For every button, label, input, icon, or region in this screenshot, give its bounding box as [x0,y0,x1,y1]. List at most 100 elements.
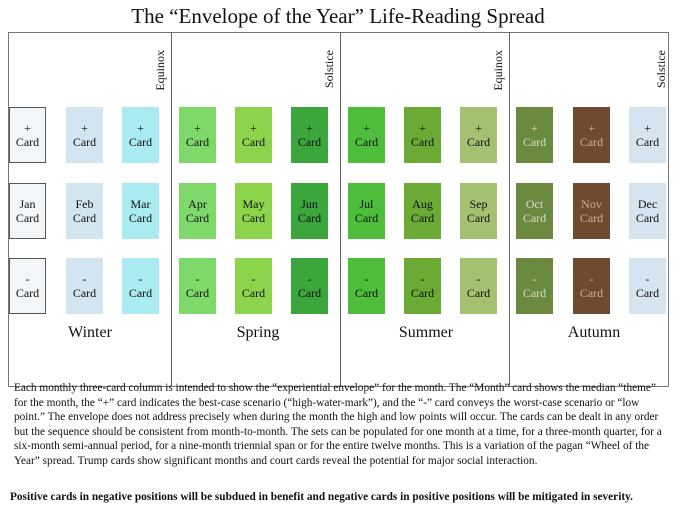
season-autumn: Autumn [567,324,621,341]
card-sep-month: Sep Card [460,183,497,239]
card-mar-month: Mar Card [122,183,159,239]
card-top-label: + [475,121,482,135]
card-top-label: + [531,121,538,135]
card-top-label: - [420,272,425,286]
card-jul-plus: + Card [348,107,385,163]
card-aug-plus: + Card [404,107,441,163]
card-word: Card [72,135,97,149]
card-top-label: Feb [75,197,94,211]
card-top-label: + [137,121,144,135]
card-word: Card [297,211,322,225]
equinox-label: Equinox [153,50,167,91]
season-divider [340,32,341,387]
card-sep-plus: + Card [460,107,497,163]
card-top-label: + [81,121,88,135]
card-oct-plus: + Card [516,107,553,163]
description-text: Each monthly three-card column is intend… [14,382,662,467]
season-divider [171,32,172,387]
card-oct-month: Oct Card [516,183,553,239]
season-summer: Summer [398,324,454,341]
card-top-label: Mar [130,197,151,211]
card-may-plus: + Card [235,107,272,163]
card-top-label: - [364,272,369,286]
card-word: Card [466,286,491,300]
card-mar-minus: - Card [122,258,159,314]
card-word: Card [185,286,210,300]
card-top-label: - [251,272,256,286]
card-top-label: Aug [412,197,433,211]
card-jan-minus: - Card [9,258,46,314]
card-top-label: - [589,272,594,286]
card-top-label: Apr [188,197,207,211]
card-oct-minus: - Card [516,258,553,314]
page-title: The “Envelope of the Year” Life-Reading … [131,4,545,28]
card-word: Card [579,211,604,225]
card-word: Card [72,286,97,300]
season-winter: Winter [68,324,112,341]
card-top-label: - [476,272,481,286]
card-word: Card [635,286,660,300]
card-top-label: - [645,272,650,286]
card-top-label: + [419,121,426,135]
card-word: Card [410,286,435,300]
card-jun-plus: + Card [291,107,328,163]
card-top-label: Dec [637,197,658,211]
solstice-label: Solstice [654,50,668,88]
card-dec-plus: + Card [629,107,666,163]
card-word: Card [579,135,604,149]
card-aug-month: Aug Card [404,183,441,239]
card-top-label: Nov [581,197,602,211]
card-jul-minus: - Card [348,258,385,314]
card-word: Card [15,211,40,225]
card-top-label: Jul [359,197,374,211]
card-mar-plus: + Card [122,107,159,163]
card-word: Card [297,286,322,300]
solstice-label: Solstice [322,50,336,88]
card-word: Card [579,286,604,300]
card-word: Card [410,135,435,149]
card-top-label: + [306,121,313,135]
card-nov-plus: + Card [573,107,610,163]
card-top-label: Oct [525,197,544,211]
card-aug-minus: - Card [404,258,441,314]
spread-frame [8,32,669,387]
card-feb-month: Feb Card [66,183,103,239]
card-sep-minus: - Card [460,258,497,314]
card-top-label: - [532,272,537,286]
card-word: Card [635,211,660,225]
card-may-month: May Card [235,183,272,239]
card-top-label: + [363,121,370,135]
card-word: Card [128,135,153,149]
card-top-label: + [194,121,201,135]
card-top-label: - [82,272,87,286]
card-word: Card [354,286,379,300]
card-top-label: Jun [301,197,318,211]
card-feb-plus: + Card [66,107,103,163]
card-apr-minus: - Card [179,258,216,314]
card-top-label: May [242,197,265,211]
card-top-label: Sep [469,197,488,211]
card-top-label: - [138,272,143,286]
card-word: Card [15,286,40,300]
equinox-label: Equinox [491,50,505,91]
note-text: Positive cards in negative positions wil… [10,491,633,503]
card-top-label: - [307,272,312,286]
card-word: Card [522,211,547,225]
card-apr-plus: + Card [179,107,216,163]
card-word: Card [354,211,379,225]
card-word: Card [354,135,379,149]
card-word: Card [410,211,435,225]
card-feb-minus: - Card [66,258,103,314]
card-top-label: + [250,121,257,135]
card-word: Card [128,211,153,225]
card-word: Card [522,135,547,149]
card-word: Card [185,211,210,225]
card-dec-minus: - Card [629,258,666,314]
card-word: Card [15,135,40,149]
card-word: Card [185,135,210,149]
card-jan-plus: + Card [9,107,46,163]
card-word: Card [522,286,547,300]
card-word: Card [466,211,491,225]
card-top-label: Jan [19,197,36,211]
card-word: Card [466,135,491,149]
